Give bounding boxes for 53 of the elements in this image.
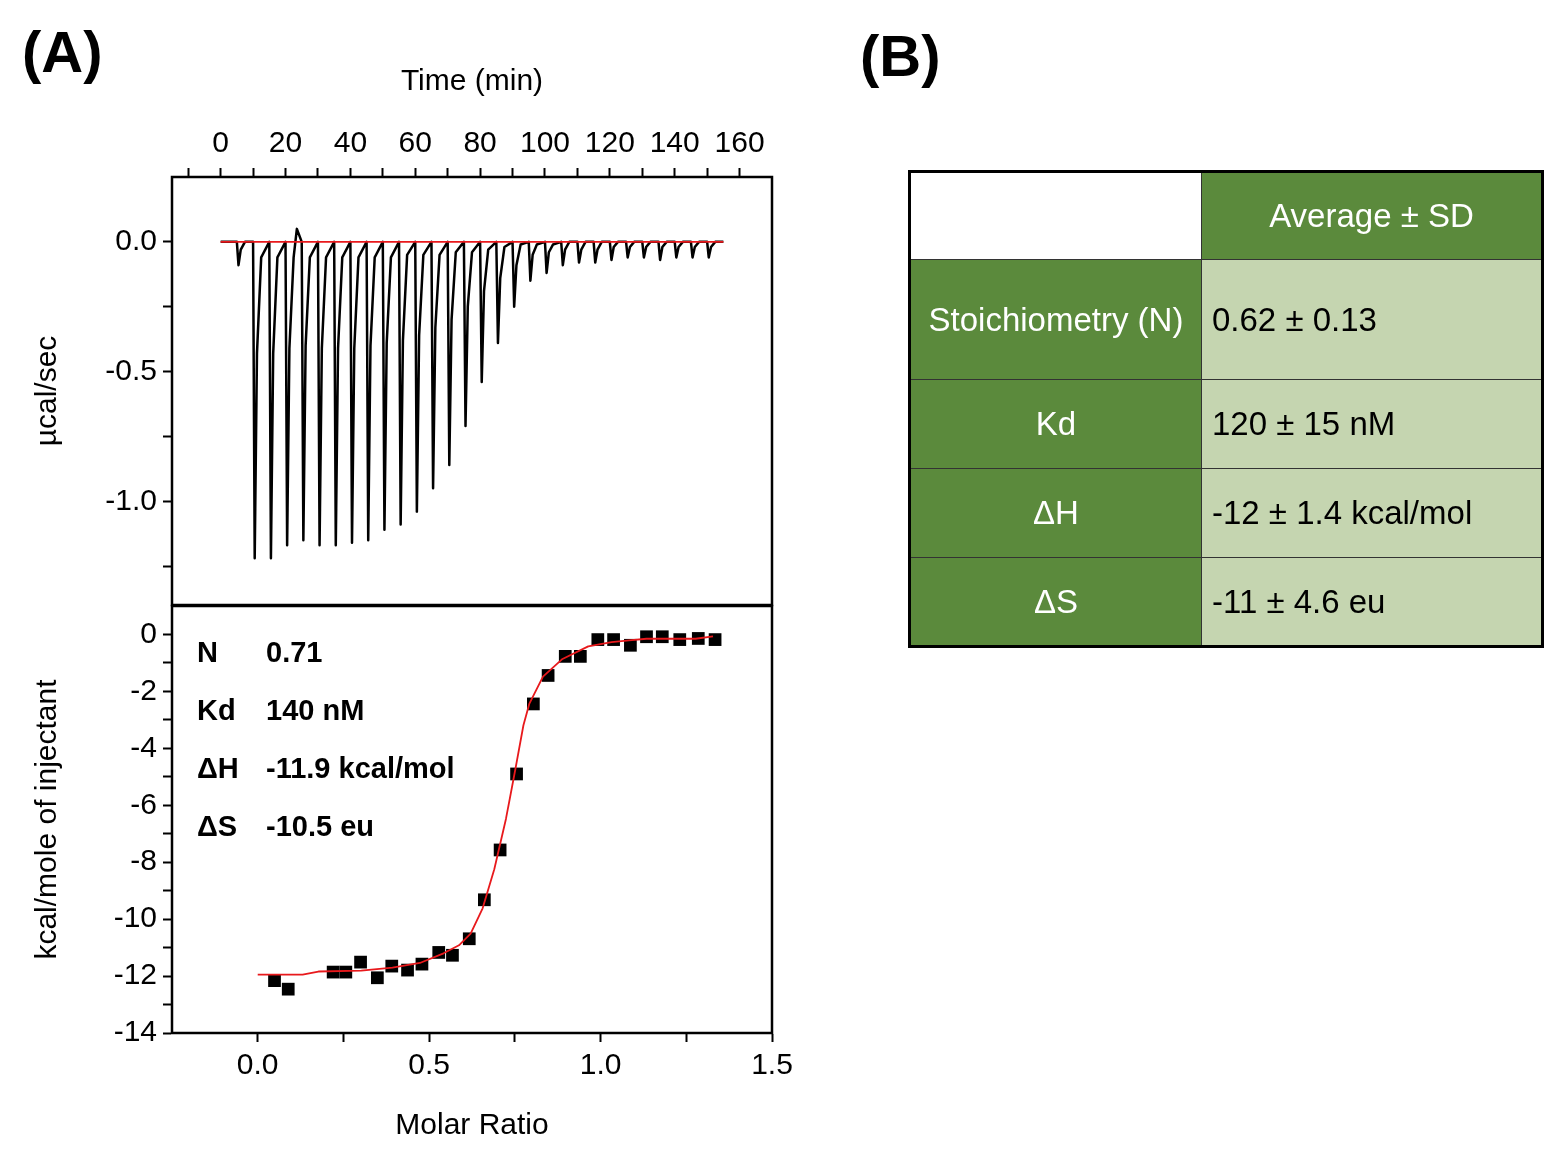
x-tick-label: 80 — [463, 125, 497, 159]
annotation: Kd — [197, 694, 236, 727]
x-tick-label: 20 — [268, 125, 303, 159]
x-tick-label: 60 — [398, 125, 432, 159]
text: Kd — [909, 379, 1202, 469]
x-tick-label: 120 — [584, 125, 635, 159]
x-tick-label: 0 — [212, 125, 229, 159]
text: (B) — [860, 22, 941, 89]
x-tick-label: 0.0 — [236, 1047, 279, 1081]
y-tick-label: 0.0 — [115, 223, 157, 257]
point — [446, 948, 459, 962]
y-tick-label: -2 — [130, 672, 157, 706]
annotation: -11.9 kcal/mol — [266, 752, 455, 785]
text: 120 ± 15 nM — [1201, 379, 1543, 469]
annotation: -10.5 eu — [266, 810, 374, 843]
x-tick-label: 140 — [649, 125, 700, 159]
y-tick-label: -12 — [113, 957, 157, 991]
x-tick-label: 1.5 — [751, 1047, 793, 1081]
text: Average ± SD — [1201, 171, 1543, 260]
text: ΔH — [909, 468, 1202, 558]
point — [708, 633, 722, 646]
y-tick-label: -1.0 — [105, 482, 157, 516]
y-tick-label: 0 — [140, 615, 157, 649]
point — [354, 955, 367, 969]
y-axis-title: kcal/mole of injectant — [29, 678, 63, 960]
text: -11 ± 4.6 eu — [1201, 557, 1543, 647]
y-tick-label: -4 — [130, 729, 157, 763]
x-tick-label: 1.0 — [579, 1047, 622, 1081]
point — [281, 982, 295, 996]
x-axis-title: Molar Ratio — [395, 1107, 549, 1141]
y-axis-title: µcal/sec — [29, 335, 63, 447]
text: ΔS — [909, 557, 1202, 647]
x-tick-label: 100 — [519, 125, 570, 159]
annotation: 140 nM — [266, 694, 365, 727]
point — [573, 650, 587, 663]
annotation: 0.71 — [266, 636, 323, 669]
annotation: N — [197, 636, 218, 669]
text: Stoichiometry (N) — [909, 259, 1202, 380]
point — [371, 971, 384, 985]
text: 0.62 ± 0.13 — [1201, 259, 1543, 380]
x-tick-label: 160 — [714, 125, 765, 159]
y-tick-label: -8 — [130, 843, 157, 877]
x-tick-label: 40 — [333, 125, 368, 159]
y-tick-label: -0.5 — [105, 352, 157, 386]
y-tick-label: -6 — [130, 786, 157, 820]
x-axis-title: Time (min) — [400, 63, 544, 97]
y-tick-label: -10 — [113, 900, 157, 934]
annotation: ΔH — [197, 752, 239, 785]
chart-title: (A) — [22, 18, 103, 85]
annotation: ΔS — [197, 810, 238, 843]
text: -12 ± 1.4 kcal/mol — [1201, 468, 1543, 558]
x-tick-label: 0.5 — [408, 1047, 450, 1081]
y-tick-label: -14 — [113, 1014, 157, 1048]
